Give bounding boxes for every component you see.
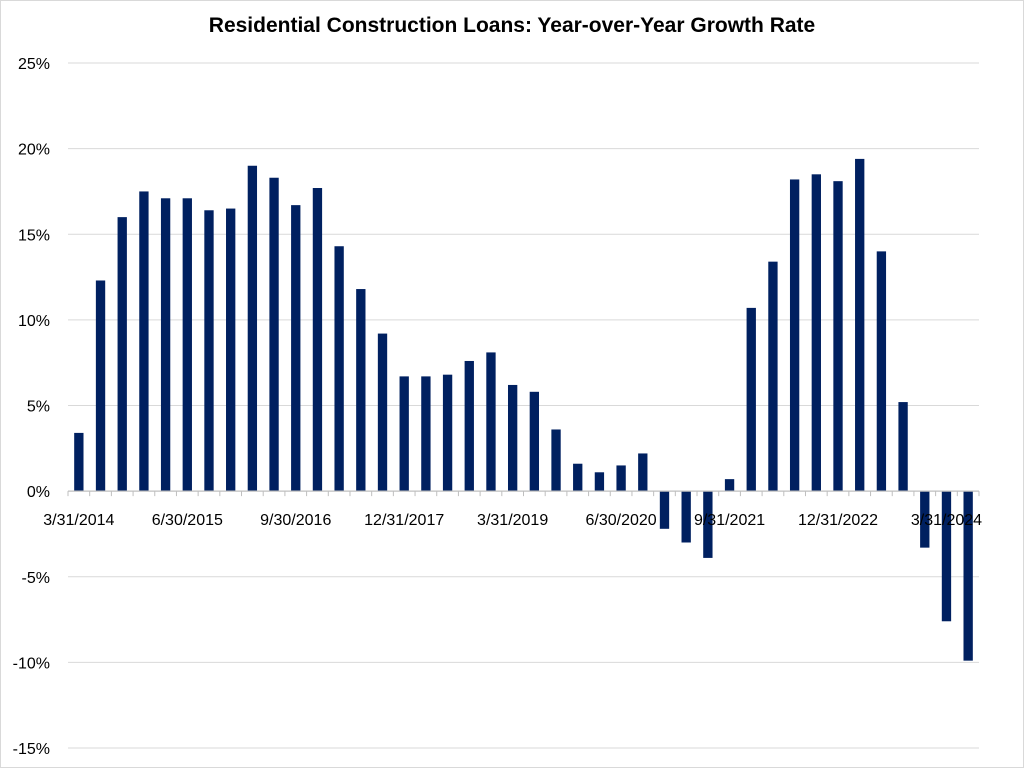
bar	[724, 479, 735, 492]
bar	[139, 191, 149, 492]
y-tick-label: -10%	[13, 655, 50, 672]
bar	[811, 174, 821, 492]
x-tick-label: 9/30/2016	[260, 512, 331, 529]
bar	[117, 217, 127, 492]
bar	[746, 307, 756, 492]
bar	[833, 181, 843, 492]
x-tick-label: 6/30/2015	[152, 512, 223, 529]
bar	[74, 432, 84, 492]
bar	[616, 465, 626, 492]
x-tick-label: 3/31/2024	[911, 512, 982, 529]
bar	[464, 360, 474, 492]
bar	[941, 491, 952, 622]
bar	[269, 177, 279, 492]
bar	[638, 453, 648, 492]
bar	[659, 491, 670, 529]
bar	[573, 463, 583, 492]
gridlines	[68, 62, 979, 749]
bar	[681, 491, 691, 543]
bar	[377, 333, 388, 492]
bar	[95, 280, 106, 492]
y-tick-label: 15%	[18, 227, 50, 244]
x-tick-label: 12/31/2022	[798, 512, 878, 529]
bar	[898, 402, 908, 492]
y-tick-label: -15%	[13, 741, 50, 758]
x-axis	[67, 490, 980, 497]
bar	[356, 289, 366, 492]
bar	[226, 208, 236, 492]
bar	[421, 376, 431, 492]
bar	[529, 391, 540, 492]
bar	[876, 251, 887, 492]
y-tick-label: 0%	[27, 484, 50, 501]
bar	[789, 179, 800, 492]
bar	[703, 491, 713, 558]
bar	[507, 384, 518, 492]
bar	[963, 491, 973, 661]
bar	[247, 165, 258, 492]
y-tick-label: 25%	[18, 56, 50, 73]
x-tick-label: 3/31/2019	[477, 512, 548, 529]
bar	[399, 376, 409, 492]
bar	[920, 491, 930, 548]
x-tick-label: 12/31/2017	[364, 512, 444, 529]
bar	[855, 158, 865, 492]
x-tick-label: 3/31/2014	[43, 512, 114, 529]
x-tick-label: 9/31/2021	[694, 512, 765, 529]
bar	[160, 198, 171, 492]
y-axis-labels: 25% 20% 15% 10% 5% 0% -5% -10% -15%	[13, 56, 50, 758]
x-tick-label: 6/30/2020	[586, 512, 657, 529]
bar	[182, 198, 192, 492]
y-tick-label: -5%	[22, 570, 50, 587]
bar	[768, 261, 778, 492]
bars	[74, 158, 973, 661]
y-tick-label: 20%	[18, 142, 50, 159]
bar	[442, 374, 453, 492]
bar	[594, 472, 605, 492]
chart-title: Residential Construction Loans: Year-ove…	[208, 14, 816, 37]
bar	[204, 210, 214, 492]
bar	[334, 246, 344, 492]
bar	[551, 429, 561, 492]
bar	[486, 352, 496, 492]
y-tick-label: 5%	[27, 399, 50, 416]
x-axis-labels: 3/31/2014 6/30/2015 9/30/2016 12/31/2017 3/3…	[43, 512, 982, 529]
bar	[312, 188, 323, 492]
y-tick-label: 10%	[18, 313, 50, 330]
bar	[291, 205, 301, 492]
